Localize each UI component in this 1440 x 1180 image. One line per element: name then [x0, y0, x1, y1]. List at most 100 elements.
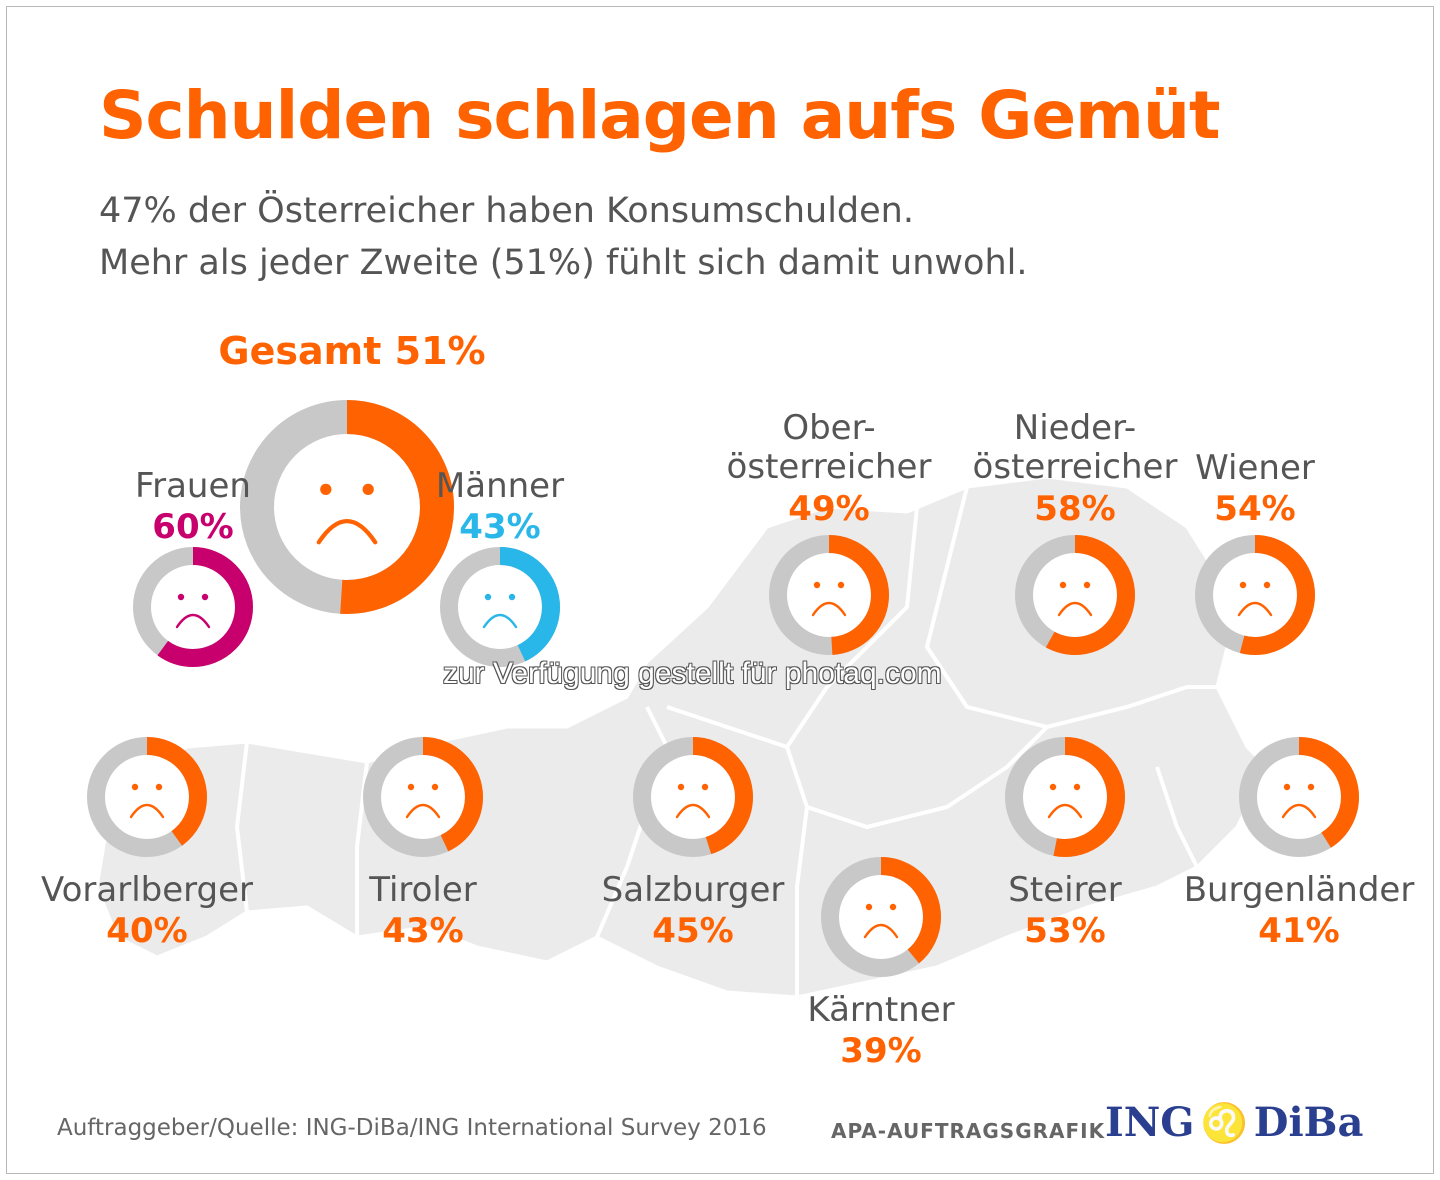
sad-face-icon-stmk — [1047, 803, 1083, 819]
value-frauen: 60% — [152, 507, 234, 547]
face-eye-right-stmk — [1073, 783, 1081, 791]
donut-gesamt — [240, 400, 454, 614]
face-eye-left-wien — [1239, 581, 1247, 589]
value-ktn: 39% — [840, 1031, 922, 1071]
donut-maenner — [440, 547, 560, 667]
austria-map-shape — [95, 475, 1269, 999]
value-wien: 54% — [1214, 489, 1296, 529]
ing-diba-logo: ING ♌ DiBa — [1105, 1099, 1363, 1146]
face-eye-left-vbg — [131, 783, 139, 791]
face-eye-left-ooe — [813, 581, 821, 589]
agency-credit: APA-AUFTRAGSGRAFIK — [831, 1119, 1106, 1143]
donut-sbg — [633, 737, 753, 857]
label-ktn: Kärntner — [807, 990, 955, 1030]
subtitle-line-2: Mehr als jeder Zweite (51%) fühlt sich d… — [99, 243, 1028, 283]
value-bgld: 41% — [1258, 911, 1340, 951]
label-sbg: Salzburger — [601, 870, 785, 910]
face-eye-right-tirol — [431, 783, 439, 791]
sad-face-icon-frauen — [175, 613, 211, 629]
donut-center-ooe — [787, 553, 871, 637]
donut-center-ktn — [839, 875, 923, 959]
face-eye-left-sbg — [677, 783, 685, 791]
gesamt-label: Gesamt 51% — [218, 329, 486, 373]
logo-text-left: ING — [1105, 1099, 1195, 1146]
face-eye-right-noe — [1083, 581, 1091, 589]
donut-center-vbg — [105, 755, 189, 839]
sad-face-icon-vbg — [129, 803, 165, 819]
donut-ktn — [821, 857, 941, 977]
donut-value-tirol — [363, 737, 483, 857]
face-eye-right-gesamt — [362, 483, 374, 495]
donut-value-noe — [1015, 535, 1135, 655]
donut-noe — [1015, 535, 1135, 655]
donut-value-gesamt — [240, 400, 454, 614]
sad-face-icon-maenner — [482, 613, 518, 629]
donut-center-maenner — [458, 565, 542, 649]
value-vbg: 40% — [106, 911, 188, 951]
face-eye-right-maenner — [508, 593, 516, 601]
watermark: zur Verfügung gestellt für photaq.com — [443, 657, 942, 690]
value-maenner: 43% — [459, 507, 541, 547]
face-eye-left-gesamt — [320, 483, 332, 495]
label-vbg: Vorarlberger — [40, 870, 254, 910]
donut-center-sbg — [651, 755, 735, 839]
infographic-frame: Schulden schlagen aufs Gemüt 47% der Öst… — [6, 6, 1434, 1174]
label-frauen: Frauen — [135, 466, 251, 506]
donut-wien — [1195, 535, 1315, 655]
donut-value-ktn — [821, 857, 941, 977]
logo-text-right: DiBa — [1253, 1099, 1364, 1146]
face-eye-right-sbg — [701, 783, 709, 791]
donut-center-bgld — [1257, 755, 1341, 839]
face-eye-left-maenner — [484, 593, 492, 601]
donut-center-gesamt — [274, 434, 420, 580]
face-eye-right-vbg — [155, 783, 163, 791]
donut-tirol — [363, 737, 483, 857]
donut-stmk — [1005, 737, 1125, 857]
sad-face-icon-bgld — [1281, 803, 1317, 819]
donut-value-sbg — [633, 737, 753, 857]
lion-icon: ♌ — [1200, 1100, 1248, 1145]
face-eye-right-wien — [1263, 581, 1271, 589]
face-eye-right-ooe — [837, 581, 845, 589]
donut-ooe — [769, 535, 889, 655]
label-maenner: Männer — [435, 466, 565, 506]
page-title: Schulden schlagen aufs Gemüt — [99, 77, 1220, 154]
source-note: Auftraggeber/Quelle: ING-DiBa/ING Intern… — [57, 1115, 767, 1141]
face-eye-left-tirol — [407, 783, 415, 791]
label-wien: Wiener — [1195, 448, 1315, 488]
sad-face-icon-tirol — [405, 803, 441, 819]
face-eye-right-ktn — [889, 903, 897, 911]
donut-vbg — [87, 737, 207, 857]
value-noe: 58% — [1034, 489, 1116, 529]
sad-face-icon-wien — [1237, 601, 1273, 617]
sad-face-icon-ktn — [863, 923, 899, 939]
face-eye-left-stmk — [1049, 783, 1057, 791]
face-eye-left-noe — [1059, 581, 1067, 589]
label-stmk: Steirer — [1008, 870, 1122, 910]
label-noe: Nieder- österreicher — [972, 408, 1178, 488]
subtitle-line-1: 47% der Österreicher haben Konsumschulde… — [99, 191, 914, 231]
face-eye-right-frauen — [201, 593, 209, 601]
sad-face-icon-sbg — [675, 803, 711, 819]
donut-value-stmk — [1005, 737, 1125, 857]
donut-center-tirol — [381, 755, 465, 839]
sad-face-icon-gesamt — [316, 519, 378, 545]
donut-value-maenner — [440, 547, 560, 667]
face-eye-left-bgld — [1283, 783, 1291, 791]
donut-value-wien — [1195, 535, 1315, 655]
label-bgld: Burgenländer — [1183, 870, 1415, 910]
donut-frauen — [133, 547, 253, 667]
value-ooe: 49% — [788, 489, 870, 529]
donut-bgld — [1239, 737, 1359, 857]
donut-center-stmk — [1023, 755, 1107, 839]
value-sbg: 45% — [652, 911, 734, 951]
donut-center-frauen — [151, 565, 235, 649]
face-eye-left-ktn — [865, 903, 873, 911]
donut-value-vbg — [87, 737, 207, 857]
face-eye-left-frauen — [177, 593, 185, 601]
sad-face-icon-ooe — [811, 601, 847, 617]
label-tirol: Tiroler — [369, 870, 477, 910]
value-tirol: 43% — [382, 911, 464, 951]
sad-face-icon-noe — [1057, 601, 1093, 617]
donut-value-bgld — [1239, 737, 1359, 857]
